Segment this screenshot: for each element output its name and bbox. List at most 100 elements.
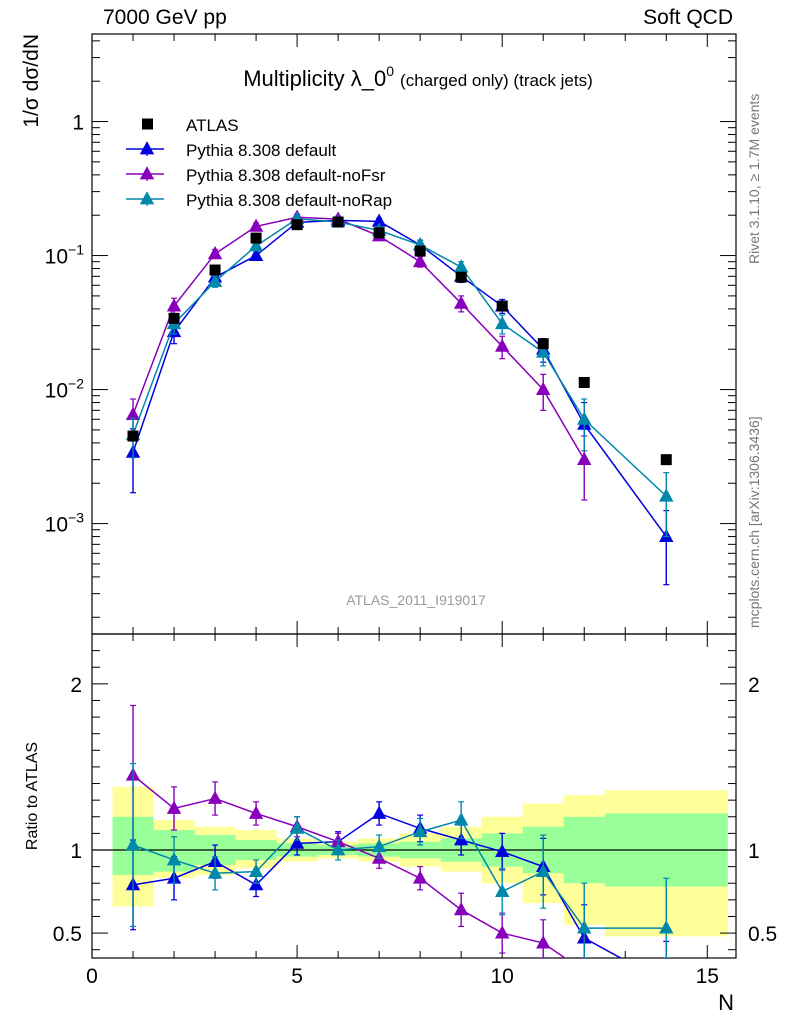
- atlas-data-point: [127, 430, 139, 442]
- atlas-data-point: [250, 232, 262, 244]
- y-tick-exponent: −1: [68, 242, 84, 258]
- ratio-tick-label-right: 2: [748, 674, 760, 697]
- atlas-data-point: [373, 227, 385, 239]
- ratio-tick-label-left: 0.5: [53, 923, 82, 946]
- series-2-ratio-point: [248, 805, 264, 819]
- atlas-data-point: [537, 338, 549, 350]
- series-3-ratio-point: [412, 823, 428, 838]
- series-2-point: [125, 406, 141, 421]
- series-3-line: [132, 218, 667, 497]
- series-3-point: [536, 344, 551, 358]
- series-3-point: [494, 315, 510, 330]
- ratio-tick-label-left: 2: [70, 674, 82, 697]
- chart-title-suffix: (charged only) (track jets): [400, 71, 593, 90]
- atlas-data-point: [660, 454, 672, 466]
- atlas-data-point: [496, 300, 508, 312]
- legend-label-series-1: Pythia 8.308 default: [186, 141, 337, 160]
- header-left: 7000 GeV pp: [103, 6, 227, 29]
- atlas-data-point: [209, 264, 221, 276]
- chart-title-main: Multiplicity λ_0: [243, 66, 386, 91]
- series-3-point: [207, 273, 223, 287]
- series-2-point: [166, 298, 182, 312]
- series-3-point: [453, 259, 469, 273]
- series-2-ratio-point: [453, 902, 469, 916]
- y-tick-label: 10−3: [45, 510, 85, 537]
- series-2-ratio-point: [494, 925, 510, 939]
- series-1-ratio-point: [494, 843, 510, 858]
- atlas-data-point: [291, 219, 303, 231]
- series-3-ratio-point: [248, 863, 264, 877]
- ratio-tick-label-right: 1: [748, 840, 760, 863]
- y-tick-label: 10−2: [45, 376, 85, 403]
- series-3-ratio-point: [536, 863, 551, 877]
- legend-label-atlas: ATLAS: [186, 116, 239, 135]
- series-1-ratio-point: [371, 805, 387, 819]
- series-3-point: [577, 411, 592, 425]
- series-3-ratio-point: [125, 837, 141, 851]
- series-3-point: [248, 238, 264, 252]
- series-2-point: [453, 295, 469, 309]
- series-3-ratio-point: [207, 865, 223, 879]
- series-2-point: [248, 218, 264, 232]
- series-2-point: [207, 246, 223, 260]
- analysis-label: ATLAS_2011_I919017: [346, 592, 486, 608]
- header-right: Soft QCD: [643, 6, 733, 29]
- series-2-ratio-point: [412, 870, 428, 884]
- series-2-ratio-point: [536, 935, 551, 949]
- series-3-ratio-point: [371, 838, 387, 853]
- ratio-tick-label-right: 0.5: [748, 923, 777, 946]
- series-3-ratio-point: [453, 812, 469, 826]
- series-2-point: [536, 381, 551, 395]
- y-axis-label: 1/σ dσ/dN: [20, 34, 43, 128]
- chart-title-superscript: 0: [386, 63, 394, 79]
- x-axis-label: N: [718, 990, 734, 1015]
- series-3-ratio-point: [659, 920, 674, 934]
- atlas-data-point: [332, 216, 344, 228]
- atlas-data-point: [414, 245, 426, 257]
- series-2-ratio-point: [166, 800, 182, 814]
- side-label-rivet: Rivet 3.1.10, ≥ 1.7M events: [746, 93, 762, 264]
- legend-label-series-2: Pythia 8.308 default-noFsr: [186, 166, 386, 185]
- series-1-point: [371, 213, 387, 227]
- legend-marker-series-3: [139, 191, 155, 205]
- legend-label-series-3: Pythia 8.308 default-noRap: [186, 191, 392, 210]
- ratio-tick-label-left: 1: [70, 840, 82, 863]
- atlas-data-point: [578, 376, 590, 388]
- series-2-ratio-line: [132, 774, 567, 958]
- y-tick-exponent: −2: [68, 376, 84, 392]
- series-2-point: [577, 451, 592, 466]
- series-2-point: [412, 253, 428, 268]
- series-2-line: [132, 216, 585, 461]
- x-tick-label: 0: [86, 965, 98, 988]
- atlas-data-point: [168, 312, 180, 324]
- series-3-ratio-point: [494, 883, 510, 897]
- series-3-point: [659, 488, 674, 502]
- legend-marker-series-1: [139, 141, 155, 155]
- legend-marker-atlas: [142, 118, 153, 130]
- series-3-ratio-point: [330, 842, 346, 856]
- x-tick-label: 5: [291, 965, 303, 988]
- y-tick-base: 10: [45, 514, 68, 537]
- y-tick-label: 10−1: [45, 242, 85, 269]
- y-tick-exponent: −3: [68, 510, 84, 526]
- x-tick-label: 15: [696, 965, 719, 988]
- y-tick-base: 1: [72, 112, 84, 135]
- y-tick-base: 10: [45, 246, 68, 269]
- series-3-ratio-point: [577, 920, 592, 934]
- series-1-point: [248, 247, 264, 261]
- ratio-panel-frame: [91, 633, 737, 959]
- y-tick-base: 10: [45, 380, 68, 403]
- series-1-ratio-point: [289, 835, 305, 849]
- series-3-ratio-point: [166, 852, 182, 866]
- chart-title: Multiplicity λ_00 (charged only) (track j…: [243, 63, 593, 91]
- y-tick-label: 1: [72, 112, 84, 135]
- series-2-ratio-point: [207, 790, 223, 804]
- legend-marker-series-2: [139, 166, 155, 180]
- x-tick-label: 10: [491, 965, 514, 988]
- ratio-axis-label: Ratio to ATLAS: [24, 742, 41, 850]
- atlas-data-point: [455, 271, 467, 283]
- side-label-mcplots: mcplots.cern.ch [arXiv:1306.3436]: [746, 416, 762, 628]
- series-3-ratio-point: [289, 820, 305, 834]
- series-2-point: [494, 338, 510, 352]
